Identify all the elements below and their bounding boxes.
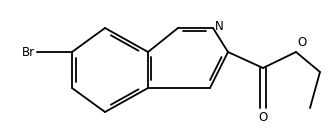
Text: O: O (258, 111, 268, 124)
Text: N: N (215, 21, 224, 34)
Text: Br: Br (22, 46, 35, 59)
Text: O: O (297, 36, 306, 49)
